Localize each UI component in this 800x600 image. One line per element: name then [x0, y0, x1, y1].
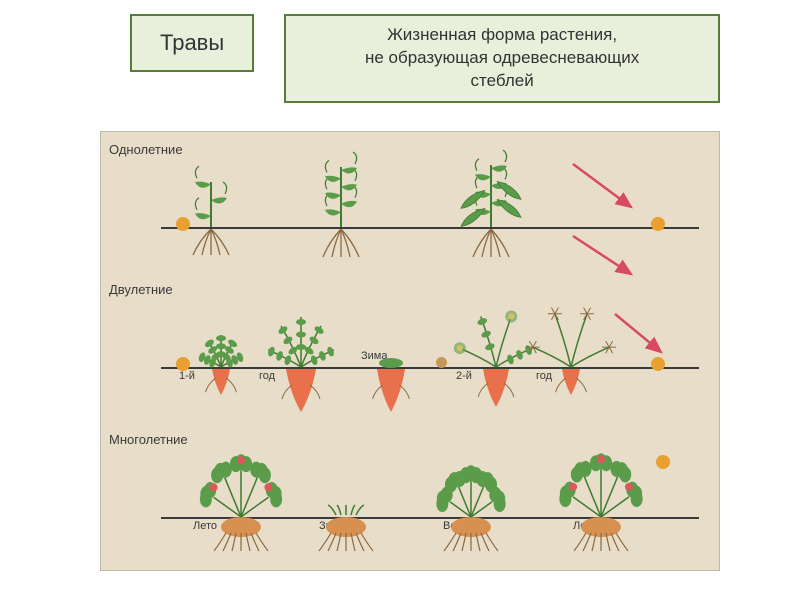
definition-line-1: Жизненная форма растения, — [306, 24, 698, 47]
plant-biennials-2 — [351, 359, 431, 420]
row-label-biennials: Двулетние — [109, 282, 173, 297]
plant-perennials-1 — [306, 505, 386, 562]
plant-biennials-3 — [456, 310, 536, 415]
sun-icon — [651, 217, 665, 231]
plant-perennials-3 — [561, 461, 641, 562]
plant-biennials-4 — [531, 307, 611, 403]
plant-biennials-0 — [181, 333, 261, 403]
title-text: Травы — [160, 30, 224, 55]
plant-annuals-1 — [311, 167, 371, 261]
definition-line-2: не образующая одревесневающих — [306, 47, 698, 70]
sun-icon — [436, 357, 447, 368]
ground-line-annuals — [161, 227, 699, 229]
plant-biennials-1 — [261, 315, 341, 420]
diagram-area: Однолетние Двулетние1-йгодЗима2-йгод Мно… — [100, 131, 720, 571]
plant-perennials-0 — [201, 462, 281, 562]
title-box: Травы — [130, 14, 254, 72]
plant-annuals-2 — [461, 165, 521, 261]
plant-annuals-0 — [181, 182, 241, 259]
lifecycle-arrow-icon — [613, 312, 683, 352]
sun-icon — [656, 455, 670, 469]
lifecycle-arrow-icon — [571, 162, 641, 202]
definition-box: Жизненная форма растения, не образующая … — [284, 14, 720, 103]
lifecycle-arrow-icon — [571, 234, 641, 274]
row-label-perennials: Многолетние — [109, 432, 188, 447]
definition-line-3: стеблей — [306, 70, 698, 93]
row-label-annuals: Однолетние — [109, 142, 183, 157]
plant-perennials-2 — [431, 475, 511, 562]
